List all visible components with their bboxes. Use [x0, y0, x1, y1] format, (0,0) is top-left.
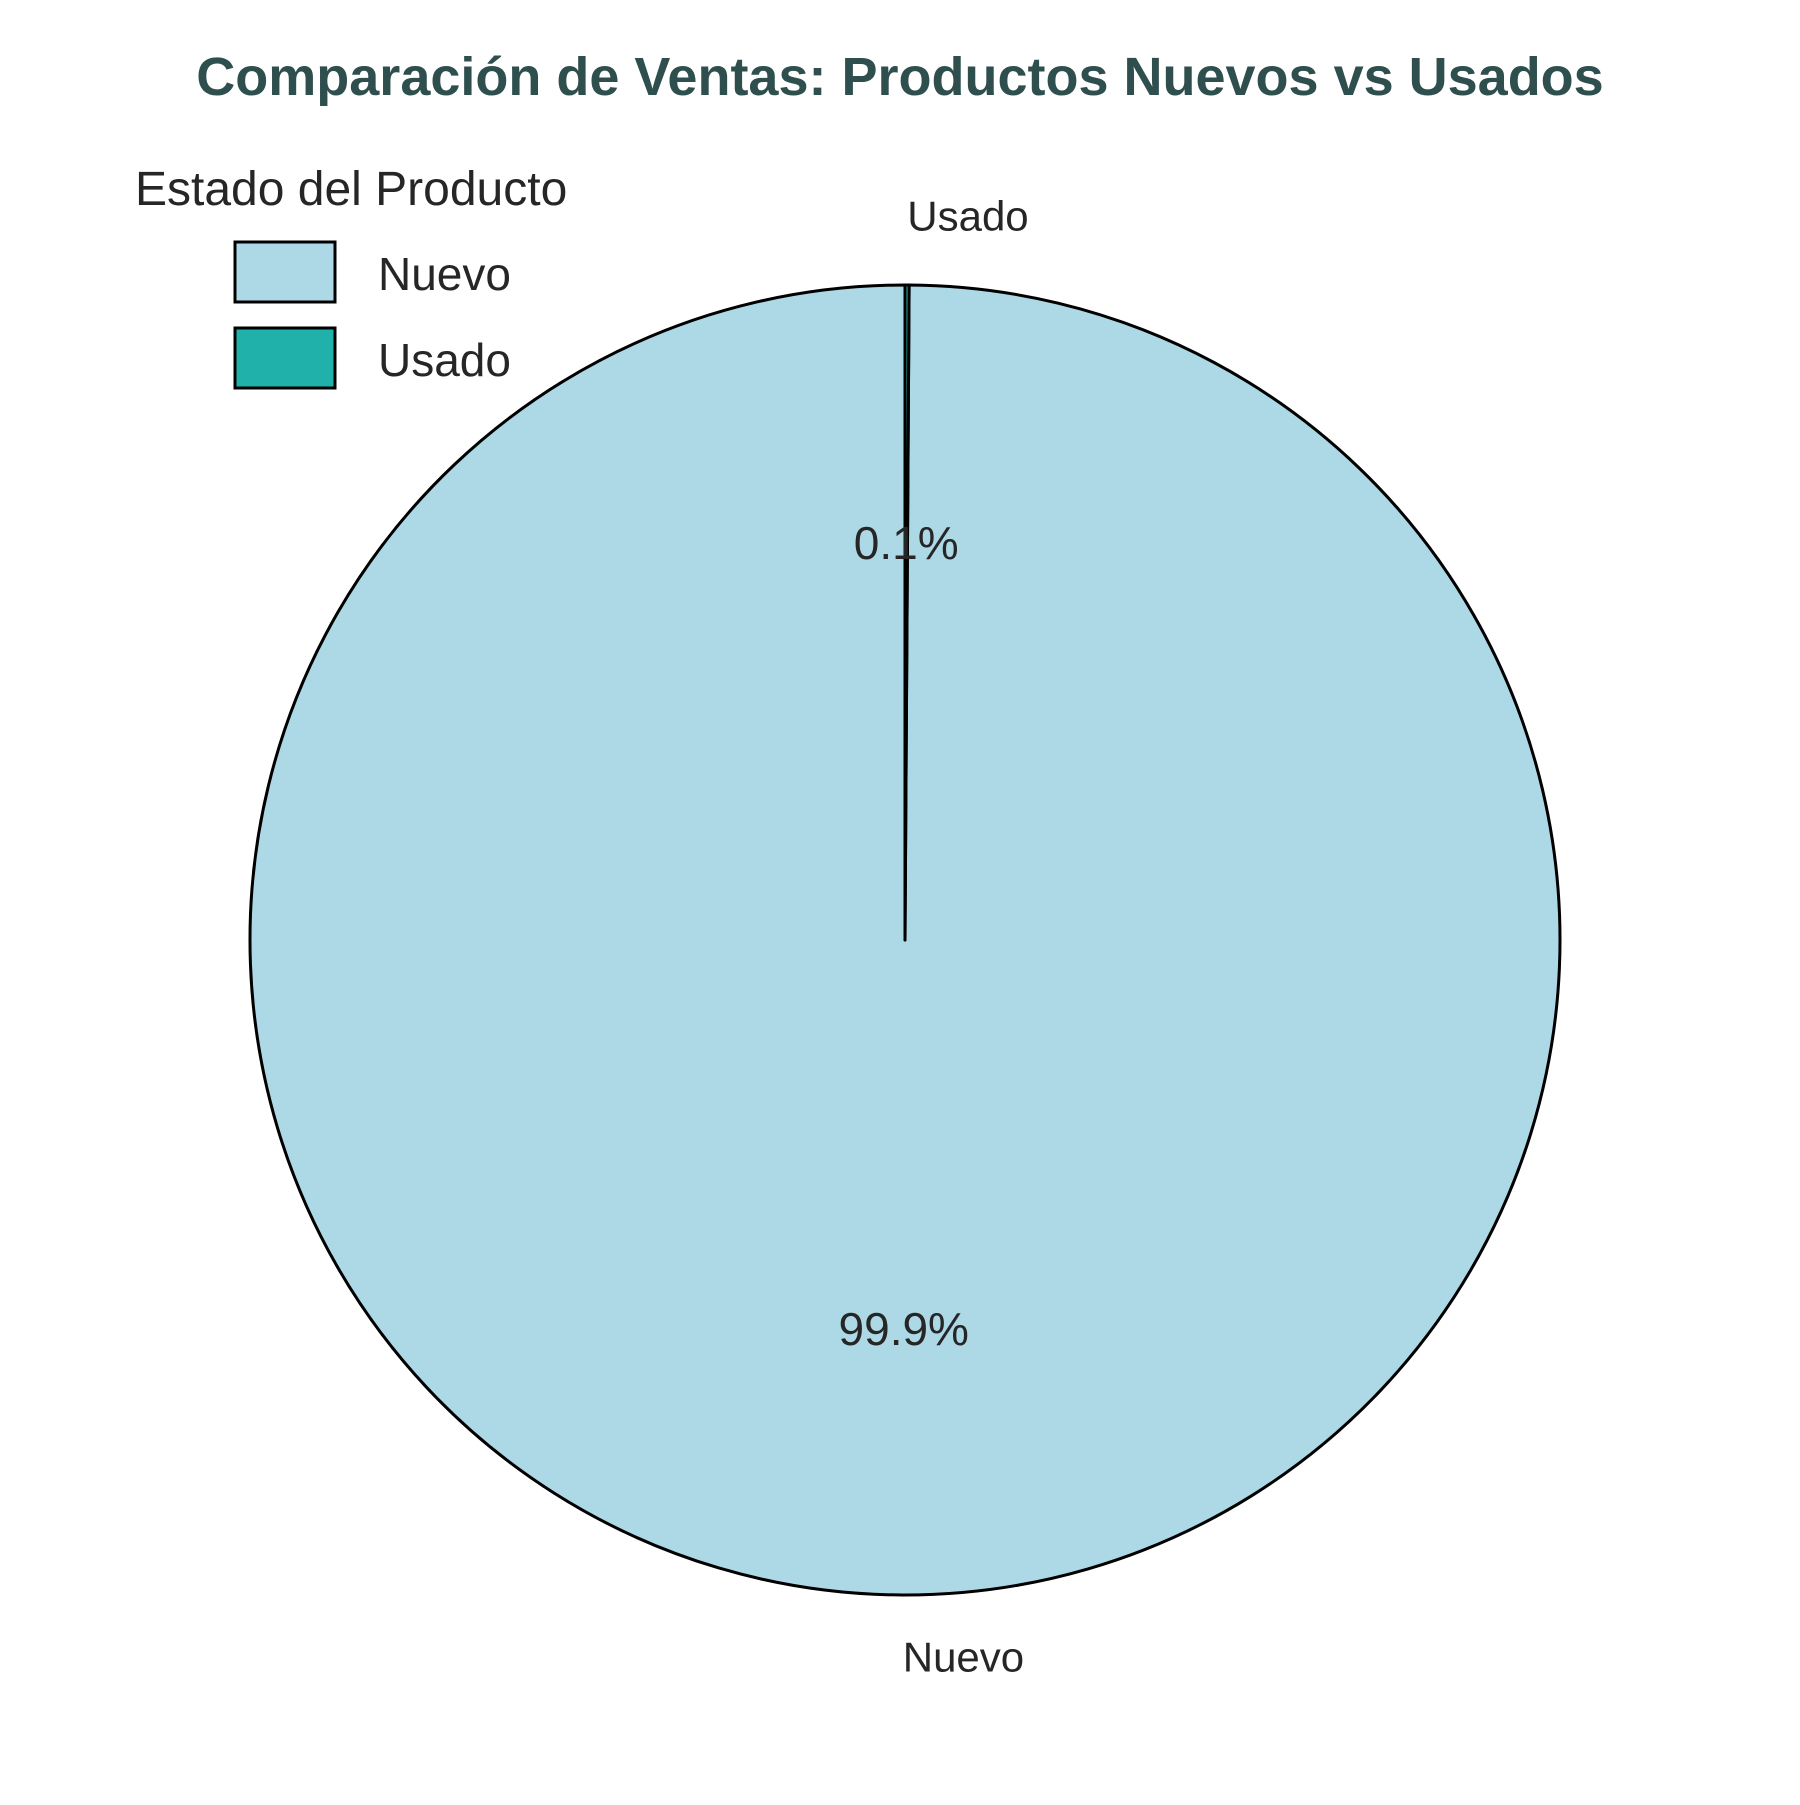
legend-title: Estado del Producto — [135, 163, 567, 216]
legend-label-usado: Usado — [378, 334, 511, 386]
legend-swatch-usado — [233, 326, 337, 390]
slice-label-nuevo: Nuevo — [903, 1634, 1024, 1681]
pie-percent-labels: 99.9% 0.1% — [839, 517, 969, 1355]
pie-slice-usado — [903, 283, 911, 942]
slice-label-usado: Usado — [907, 193, 1028, 240]
pie-slices — [248, 283, 1562, 1597]
legend: Estado del Producto Nuevo Usado — [135, 163, 567, 390]
chart-title: Comparación de Ventas: Productos Nuevos … — [196, 47, 1603, 107]
percent-label-usado: 0.1% — [854, 517, 959, 569]
legend-swatch-nuevo — [233, 240, 337, 304]
legend-label-nuevo: Nuevo — [378, 248, 511, 300]
pie-slice-labels: Nuevo Usado — [903, 193, 1029, 1681]
percent-label-nuevo: 99.9% — [839, 1303, 969, 1355]
